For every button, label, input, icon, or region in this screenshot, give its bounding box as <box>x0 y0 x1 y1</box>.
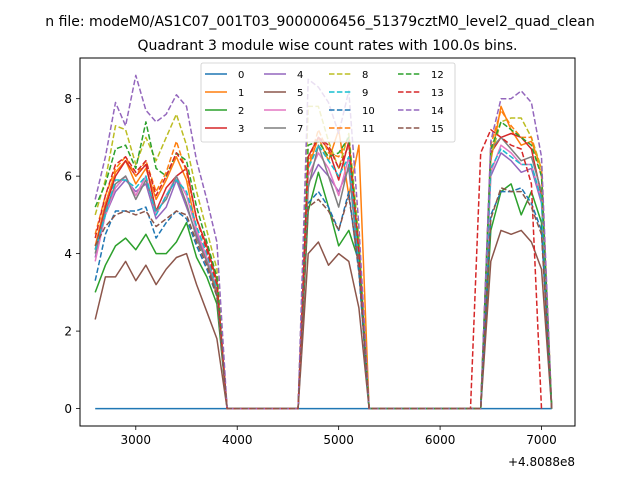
legend-label-11: 11 <box>362 124 375 135</box>
chart-title: Quadrant 3 module wise count rates with … <box>138 38 518 54</box>
series-9-line <box>94 144 553 410</box>
axes-frame <box>79 57 576 427</box>
x-tick-label: 7000 <box>526 433 557 447</box>
legend-box <box>200 62 456 143</box>
y-tick-label: 8 <box>64 92 72 106</box>
chart-suptitle: n file: modeM0/AS1C07_001T03_9000006456_… <box>45 14 594 30</box>
legend-label-3: 3 <box>238 124 244 135</box>
series-10-line <box>94 187 553 410</box>
y-tick-label: 2 <box>64 325 72 339</box>
y-tick-label: 0 <box>64 402 72 416</box>
x-tick-label: 6000 <box>425 433 456 447</box>
legend-label-7: 7 <box>297 124 303 135</box>
x-tick-label: 5000 <box>323 433 354 447</box>
series-15-line <box>94 187 553 410</box>
legend-label-2: 2 <box>238 106 244 117</box>
legend-label-0: 0 <box>238 70 244 81</box>
x-offset-label: +4.8088e8 <box>508 455 575 469</box>
legend-label-14: 14 <box>431 106 444 117</box>
y-tick-label: 6 <box>64 170 72 184</box>
legend-label-4: 4 <box>297 70 303 81</box>
legend-label-8: 8 <box>362 70 368 81</box>
legend-label-5: 5 <box>297 88 303 99</box>
legend-label-6: 6 <box>297 106 303 117</box>
legend-label-12: 12 <box>431 70 444 81</box>
axis-ticks: 3000 4000 5000 6000 7000 0 2 4 6 8 <box>64 92 556 447</box>
y-tick-label: 4 <box>64 247 72 261</box>
legend-label-9: 9 <box>362 88 368 99</box>
x-tick-label: 3000 <box>121 433 152 447</box>
legend-label-13: 13 <box>431 88 444 99</box>
x-tick-label: 4000 <box>222 433 253 447</box>
legend-label-10: 10 <box>362 106 375 117</box>
legend-label-15: 15 <box>431 124 444 135</box>
legend-label-1: 1 <box>238 88 244 99</box>
